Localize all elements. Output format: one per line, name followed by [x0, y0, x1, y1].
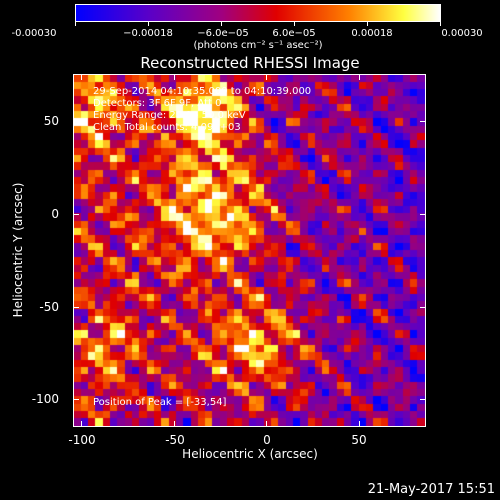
colorbar-tick-label: −6.0e−05 [197, 28, 249, 39]
y-tick-label: 0 [51, 207, 59, 221]
y-tick-label: 50 [43, 114, 59, 128]
annotation-peak-position: Position of Peak = [-33,54] [93, 397, 227, 408]
y-axis-label: Heliocentric Y (arcsec) [11, 182, 25, 318]
colorbar-tick-label: 0.00018 [351, 28, 393, 39]
x-tick-label: -50 [165, 433, 185, 447]
colorbar-units: (photons cm⁻² s⁻¹ asec⁻²) [193, 40, 323, 51]
x-tick-label: -100 [68, 433, 96, 447]
timestamp: 21-May-2017 15:51 [367, 482, 495, 497]
annotation-time-range: 29-Sep-2014 04:10:35.000 to 04:10:39.000 [93, 86, 312, 97]
annotation-counts: Clean Total counts: 4.09E+03 [93, 122, 241, 133]
colorbar-tick-label: 6.0e−05 [272, 28, 316, 39]
y-tick-label: -100 [31, 392, 59, 406]
x-tick-label: 50 [351, 433, 367, 447]
heatmap-image [74, 75, 425, 426]
x-tick-label: 0 [263, 433, 271, 447]
colorbar-tick-label: -0.00030 [11, 28, 57, 39]
colorbar-gradient [76, 5, 440, 21]
colorbar [75, 4, 441, 22]
plot-title: Reconstructed RHESSI Image [140, 54, 360, 72]
colorbar-tick-label: −0.00018 [123, 28, 173, 39]
y-tick-label: -50 [39, 300, 59, 314]
annotation-energy-range: Energy Range: 25.0 - 50.0 keV [93, 110, 246, 121]
annotation-detectors: Detectors: 3F 6F 9F, Att 0 [93, 98, 222, 109]
colorbar-tick-label: 0.00030 [441, 28, 483, 39]
x-axis-label: Heliocentric X (arcsec) [182, 447, 318, 461]
